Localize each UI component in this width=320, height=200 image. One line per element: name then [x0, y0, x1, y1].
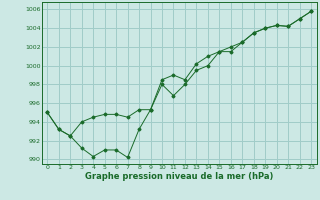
- X-axis label: Graphe pression niveau de la mer (hPa): Graphe pression niveau de la mer (hPa): [85, 172, 273, 181]
